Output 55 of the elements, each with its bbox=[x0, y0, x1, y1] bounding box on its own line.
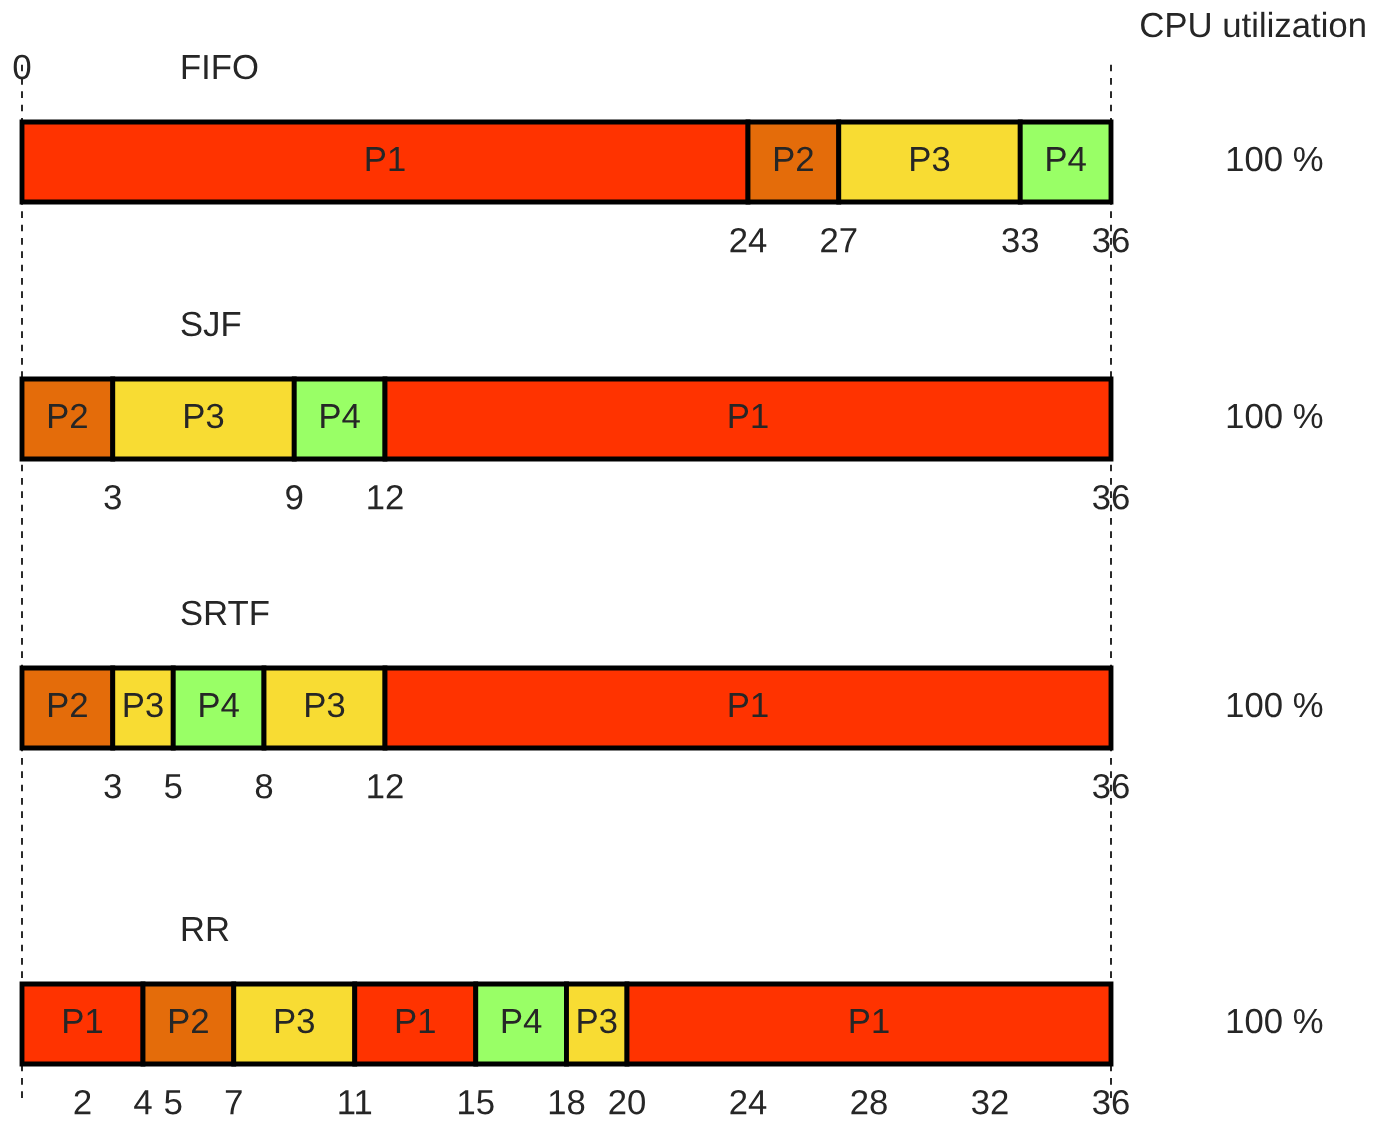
series-label: P2 bbox=[48, 403, 87, 428]
series-label: P4 bbox=[321, 404, 360, 428]
text: SJF bbox=[181, 311, 241, 337]
text: 100 % bbox=[1227, 692, 1323, 718]
x-tick-label: 3 bbox=[104, 484, 121, 510]
text: 100 % bbox=[1227, 1008, 1323, 1034]
text: SRTF bbox=[181, 600, 269, 626]
series-label: P3 bbox=[911, 146, 950, 172]
series-label: P2 bbox=[48, 692, 87, 717]
x-tick-label: 27 bbox=[821, 227, 857, 253]
x-tick-label: 2 bbox=[74, 1089, 91, 1115]
series-label: P3 bbox=[275, 1008, 314, 1034]
annotation: 0 bbox=[13, 54, 31, 80]
x-tick-label: 15 bbox=[459, 1090, 494, 1115]
series-label: P1 bbox=[729, 693, 768, 717]
x-tick-label: 9 bbox=[286, 484, 303, 510]
series-label: P3 bbox=[306, 692, 345, 718]
x-tick-label: 36 bbox=[1093, 227, 1129, 253]
x-tick-label: 36 bbox=[1093, 1089, 1129, 1115]
x-tick-label: 4 bbox=[134, 1090, 152, 1115]
x-tick-label: 20 bbox=[609, 1089, 645, 1115]
series-label: P4 bbox=[200, 693, 239, 717]
series-label: P1 bbox=[396, 1009, 435, 1033]
text: 100 % bbox=[1227, 403, 1323, 429]
series-label: P4 bbox=[1047, 147, 1086, 171]
x-tick-label: 12 bbox=[368, 484, 403, 510]
x-tick-label: 7 bbox=[225, 1090, 242, 1115]
x-tick-label: 32 bbox=[972, 1089, 1008, 1115]
series-label: P2 bbox=[774, 146, 813, 171]
series-label: P1 bbox=[64, 1009, 103, 1033]
series-label: P1 bbox=[366, 147, 405, 171]
x-tick-label: 24 bbox=[730, 227, 767, 253]
x-tick-label: 5 bbox=[164, 1090, 182, 1115]
text: RR bbox=[182, 917, 229, 941]
chart-title: FIFO bbox=[182, 54, 258, 80]
x-tick-label: 12 bbox=[368, 773, 403, 799]
x-tick-label: 3 bbox=[104, 773, 121, 799]
text: CPU utilization bbox=[1141, 11, 1365, 38]
series-label: P3 bbox=[578, 1008, 617, 1034]
series-label: P1 bbox=[850, 1009, 889, 1033]
x-tick-label: 36 bbox=[1093, 484, 1129, 510]
x-tick-label: 24 bbox=[730, 1089, 767, 1115]
text: 100 % bbox=[1227, 146, 1323, 172]
series-label: P3 bbox=[185, 403, 224, 429]
x-tick-label: 8 bbox=[255, 773, 273, 799]
series-label: P2 bbox=[169, 1008, 208, 1033]
x-tick-label: 18 bbox=[549, 1089, 585, 1115]
x-tick-label: 11 bbox=[339, 1090, 372, 1115]
x-tick-label: 36 bbox=[1093, 773, 1129, 799]
x-tick-label: 5 bbox=[164, 774, 182, 799]
series-label: P3 bbox=[124, 692, 163, 718]
series-label: P1 bbox=[729, 404, 768, 428]
x-tick-label: 33 bbox=[1002, 227, 1039, 253]
x-tick-label: 28 bbox=[851, 1089, 887, 1115]
series-label: P4 bbox=[502, 1009, 542, 1033]
